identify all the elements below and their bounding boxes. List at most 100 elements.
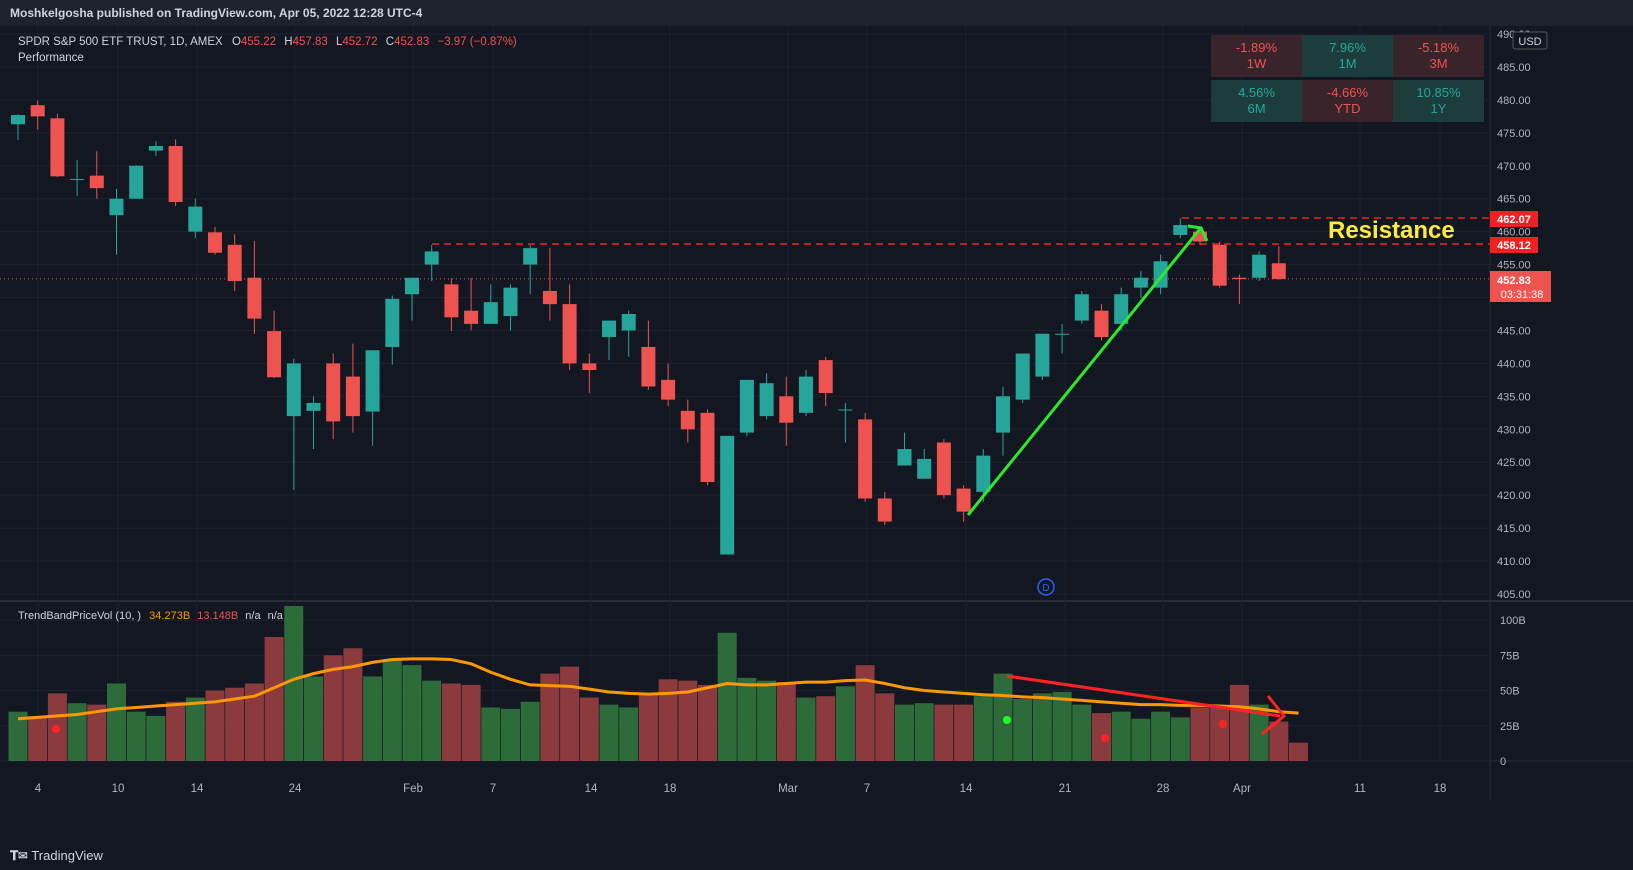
performance-cell-3m: -5.18% 3M: [1393, 35, 1484, 77]
volume-bar: [1249, 704, 1269, 761]
volume-bar: [126, 711, 146, 761]
price-axis: 405.00 410.00 415.00 420.00 425.00 430.00 435.…: [1497, 29, 1531, 768]
currency-box[interactable]: [1512, 31, 1548, 50]
volume-decline-arrow: [1006, 674, 1281, 718]
volume-bar: [835, 686, 855, 761]
candle-body: [739, 379, 754, 433]
tradingview-logo[interactable]: 𝐓✉ TradingView: [10, 848, 103, 864]
signal-dot: [1003, 716, 1011, 724]
last-price-tag: [1490, 271, 1551, 302]
volume-tick-label: 100B: [1500, 615, 1526, 627]
volume-indicator-legend: TrendBandPriceVol (10, ) 34.273B 13.148B…: [18, 610, 284, 622]
dividend-marker[interactable]: [1037, 578, 1055, 596]
volume-bar: [638, 694, 658, 761]
price-tick-label: 475.00: [1497, 128, 1531, 140]
volume-bar: [520, 701, 540, 761]
high-label: H: [284, 36, 292, 48]
candle-body: [858, 419, 873, 499]
annotations: [966, 224, 1287, 736]
publisher-bar: Moshkelgosha published on TradingView.co…: [0, 0, 1633, 26]
performance-cell-6m: 4.56% 6M: [1211, 80, 1302, 122]
currency-label: USD: [1518, 36, 1541, 48]
performance-value: -4.66%: [1326, 85, 1369, 100]
candle-body: [1271, 263, 1286, 280]
candle-body: [405, 277, 419, 295]
candle-body: [582, 363, 597, 370]
volume-tick-label: 25B: [1500, 721, 1520, 733]
candle-body: [70, 178, 85, 180]
candle-body: [129, 165, 144, 199]
candle-body: [1074, 294, 1089, 321]
volume-bar: [757, 680, 777, 761]
candle-body: [464, 310, 479, 324]
volume-bar: [1131, 718, 1151, 761]
candle-body: [168, 146, 183, 202]
time-tick-label: 14: [960, 783, 973, 795]
price-tick-label: 485.00: [1497, 62, 1531, 74]
time-tick-label: 4: [35, 783, 42, 795]
volume-bar: [934, 704, 954, 761]
change-value: −3.97 (−0.87%): [437, 36, 516, 48]
volume-bar: [8, 711, 28, 761]
time-tick-label: 14: [191, 783, 204, 795]
signal-dot: [52, 725, 60, 733]
candle-body: [89, 175, 104, 189]
time-tick-label: 7: [490, 783, 496, 795]
volume-bar: [816, 696, 836, 761]
candle-body: [779, 396, 794, 423]
performance-period: 1W: [1246, 56, 1267, 71]
volume-bar: [678, 680, 698, 761]
volume-moving-average: [17, 657, 1299, 721]
volume-value-2: 13.148B: [197, 610, 238, 622]
time-tick-label: 7: [864, 783, 870, 795]
price-tick-label: 480.00: [1497, 95, 1531, 107]
price-tick-label: 410.00: [1497, 556, 1531, 568]
volume-bar: [895, 704, 914, 761]
price-tick-label: 430.00: [1497, 424, 1531, 436]
close-value: 452.83: [394, 36, 429, 48]
volume-bar: [107, 683, 126, 761]
candle-body: [1094, 310, 1109, 338]
candle-body: [680, 410, 695, 430]
tv-logo-icon: 𝐓✉: [10, 848, 28, 863]
candle-body: [996, 396, 1010, 433]
candle-body: [641, 346, 656, 387]
volume-bar: [343, 648, 363, 761]
low-label: L: [336, 36, 343, 48]
close-label: C: [386, 36, 394, 48]
volume-bar: [579, 697, 599, 761]
candle-body: [1055, 333, 1070, 335]
candle-body: [148, 146, 163, 151]
volume-value-1: 34.273B: [149, 610, 190, 622]
candle-body: [503, 287, 518, 316]
price-chart[interactable]: 405.00 410.00 415.00 420.00 425.00 430.00 435.…: [0, 26, 1633, 840]
performance-value: 4.56%: [1238, 85, 1275, 100]
candle-body: [385, 298, 400, 347]
level-tag-high: [1490, 211, 1538, 227]
candle-body: [424, 251, 439, 265]
candle-body: [1232, 277, 1247, 280]
price-tick-label: 470.00: [1497, 161, 1531, 173]
performance-period: 1Y: [1430, 101, 1447, 116]
last-price-text: 452.83: [1497, 275, 1531, 287]
signal-dot: [1219, 720, 1227, 728]
candle-body: [1133, 277, 1148, 288]
candle-body: [306, 402, 321, 411]
volume-bar: [166, 701, 186, 761]
candle-body: [1015, 353, 1030, 400]
candle-body: [1035, 333, 1050, 377]
volume-bar: [205, 690, 225, 761]
candle-body: [956, 488, 971, 512]
candle-body: [897, 449, 912, 466]
volume-bar: [698, 684, 717, 761]
price-tick-label: 415.00: [1497, 523, 1531, 535]
candle-body: [818, 360, 833, 394]
volume-bar: [658, 679, 678, 761]
volume-value-3: n/a: [245, 610, 261, 622]
volume-bar: [146, 715, 166, 761]
performance-cell-1y: 10.85% 1Y: [1393, 80, 1484, 122]
time-tick-label: 11: [1354, 783, 1366, 795]
level-tag-high-text: 462.07: [1497, 214, 1531, 226]
performance-period: YTD: [1334, 101, 1361, 116]
performance-value: -1.89%: [1235, 40, 1278, 55]
